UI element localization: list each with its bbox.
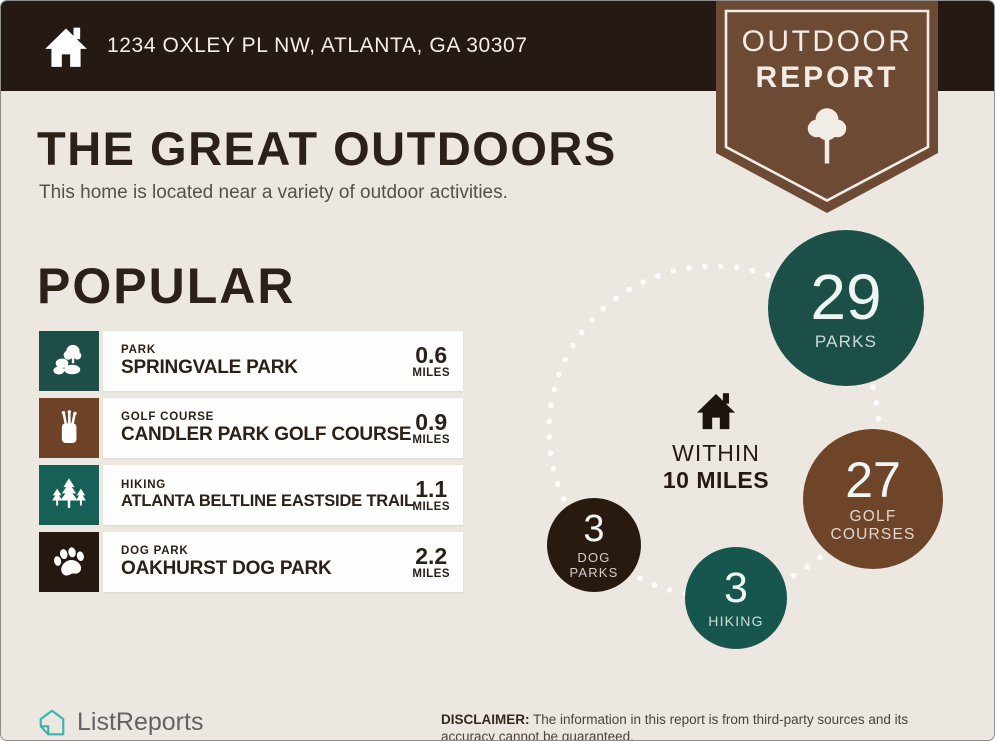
item-distance-unit: MILES <box>412 567 450 580</box>
item-distance-unit: MILES <box>412 366 450 379</box>
golf-label: GOLF COURSES <box>830 507 916 543</box>
home-icon-center <box>696 393 736 430</box>
item-category: HIKING <box>121 479 167 491</box>
item-distance: 0.9 <box>415 408 448 435</box>
center-label-line1: WITHIN <box>672 440 760 466</box>
property-address: 1234 OXLEY PL NW, ATLANTA, GA 30307 <box>107 34 528 57</box>
item-category: PARK <box>121 343 156 356</box>
home-icon <box>45 27 87 67</box>
listreports-brand: ListReports <box>37 707 203 737</box>
item-distance: 2.2 <box>415 542 448 569</box>
list-item-card: PARK SPRINGVALE PARK 0.6 MILES <box>103 331 463 391</box>
center-label-line2: 10 MILES <box>662 467 770 493</box>
item-name: OAKHURST DOG PARK <box>121 557 332 579</box>
paw-icon <box>39 532 99 592</box>
list-item-park: PARK SPRINGVALE PARK 0.6 MILES <box>39 331 463 391</box>
dog-parks-count: 3 <box>583 507 605 550</box>
item-name: CANDLER PARK GOLF COURSE <box>121 423 412 445</box>
bubble-golf-courses: 27 GOLF COURSES <box>803 429 943 569</box>
item-distance-unit: MILES <box>412 433 450 446</box>
item-category: DOG PARK <box>121 544 189 557</box>
list-item-card: HIKING ATLANTA BELTLINE EASTSIDE TRAIL 1… <box>103 465 463 525</box>
hiking-label: HIKING <box>708 612 764 629</box>
chart-center-label: WITHIN 10 MILES <box>646 389 786 494</box>
list-item-hiking: HIKING ATLANTA BELTLINE EASTSIDE TRAIL 1… <box>39 465 463 525</box>
list-item-card: DOG PARK OAKHURST DOG PARK 2.2 MILES <box>103 532 463 592</box>
item-name: SPRINGVALE PARK <box>121 356 298 378</box>
ribbon-pennant-shape <box>716 1 938 213</box>
popular-list: PARK SPRINGVALE PARK 0.6 MILES <box>39 331 463 599</box>
disclaimer-text: DISCLAIMER: The information in this repo… <box>441 712 909 741</box>
list-item-card: GOLF COURSE CANDLER PARK GOLF COURSE 0.9… <box>103 398 463 458</box>
page-title: THE GREAT OUTDOORS <box>37 122 617 175</box>
popular-heading: POPULAR <box>37 258 296 314</box>
disclaimer-label: DISCLAIMER: <box>441 712 530 727</box>
item-distance: 0.6 <box>415 341 448 368</box>
page-subtitle: This home is located near a variety of o… <box>39 182 508 203</box>
item-category: GOLF COURSE <box>121 410 215 423</box>
bubble-dog-parks: 3 DOG PARKS <box>547 498 641 592</box>
listreports-logo-icon <box>39 709 65 736</box>
outdoor-report-ribbon: OUTDOOR REPORT <box>716 1 938 213</box>
item-distance: 1.1 <box>415 475 448 502</box>
park-icon <box>39 331 99 391</box>
dog-parks-label: DOG PARKS <box>569 549 619 580</box>
bubble-hiking: 3 HIKING <box>685 547 787 649</box>
list-item-dog-park: DOG PARK OAKHURST DOG PARK 2.2 MILES <box>39 532 463 592</box>
golf-bag-icon <box>39 398 99 458</box>
tree-icon <box>807 108 847 164</box>
ribbon-title-line1: OUTDOOR <box>741 25 913 58</box>
ribbon-title-line2: REPORT <box>755 61 899 94</box>
golf-count: 27 <box>845 451 901 508</box>
hiking-count: 3 <box>724 563 748 612</box>
pine-trees-icon <box>39 465 99 525</box>
list-item-golf-course: GOLF COURSE CANDLER PARK GOLF COURSE 0.9… <box>39 398 463 458</box>
bubble-parks: 29 PARKS <box>768 230 924 386</box>
item-distance-unit: MILES <box>412 500 450 513</box>
item-name: ATLANTA BELTLINE EASTSIDE TRAIL <box>121 492 414 510</box>
parks-label: PARKS <box>814 331 878 351</box>
parks-count: 29 <box>810 260 882 333</box>
brand-name: ListReports <box>77 707 204 736</box>
